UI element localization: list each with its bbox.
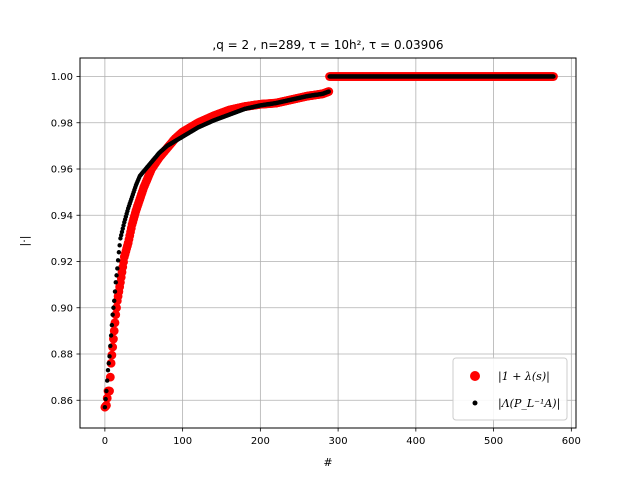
point-red: [112, 303, 121, 313]
y-tick-label: 0.94: [51, 211, 73, 222]
point-black: [113, 280, 118, 285]
point-red: [106, 358, 116, 368]
chart-title: ,q = 2 , n=289, τ = 10h², τ = 0.03906: [212, 38, 443, 52]
y-tick-label: 0.86: [51, 396, 73, 407]
point-black: [116, 250, 122, 255]
y-axis-label: |·|: [18, 236, 31, 247]
x-tick-label: 500: [484, 436, 503, 447]
grid: [80, 58, 576, 428]
point-black: [104, 388, 109, 394]
point-black: [114, 273, 119, 278]
x-tick-label: 100: [173, 436, 192, 447]
x-tick-label: 200: [251, 436, 270, 447]
point-red: [109, 326, 119, 336]
point-black: [108, 333, 114, 338]
point-black: [117, 243, 122, 248]
point-black: [106, 361, 111, 366]
y-tick-label: 0.92: [51, 257, 73, 268]
point-black: [111, 305, 116, 310]
y-tick-label: 0.88: [51, 350, 73, 361]
legend-marker-red: [470, 371, 480, 381]
legend-box: [452, 357, 568, 421]
point-black: [115, 266, 120, 271]
point-black: [107, 354, 112, 359]
point-black: [103, 396, 108, 402]
point-black: [109, 322, 115, 328]
legend-marker-black: [472, 400, 478, 406]
y-tick-label: 0.96: [51, 165, 73, 176]
plot-frame: [79, 57, 577, 429]
y-tick-label: 0.98: [51, 118, 73, 129]
legend: |1 + λ(s)| |Λ(P_L⁻¹A)|: [452, 357, 568, 421]
point-black: [105, 367, 111, 373]
point-black: [110, 312, 115, 317]
point-black: [112, 298, 117, 304]
x-tick-label: 600: [562, 436, 581, 447]
y-tick-label: 0.90: [51, 303, 73, 314]
legend-label-red: |1 + λ(s)|: [498, 370, 550, 384]
point-black: [551, 74, 556, 79]
x-axis-label: #: [323, 456, 332, 469]
x-tick-label: 300: [329, 436, 348, 447]
x-tick-label: 400: [406, 436, 425, 447]
legend-label-black: |Λ(P_L⁻¹A)|: [498, 397, 560, 411]
point-black: [112, 289, 118, 294]
point-red: [111, 310, 121, 320]
point-black: [108, 343, 113, 349]
x-tick-label: 0: [102, 436, 108, 447]
point-black: [326, 89, 331, 94]
point-black: [105, 378, 110, 383]
point-red: [105, 386, 114, 396]
point-black: [102, 404, 108, 410]
y-tick-label: 1.00: [51, 72, 73, 83]
point-black: [115, 258, 121, 263]
ticks: 0 100 200 300 400 500 600 0.86 0.88 0.90 0.92 0.94 0…: [51, 72, 581, 447]
series-black-markers: [102, 74, 556, 410]
